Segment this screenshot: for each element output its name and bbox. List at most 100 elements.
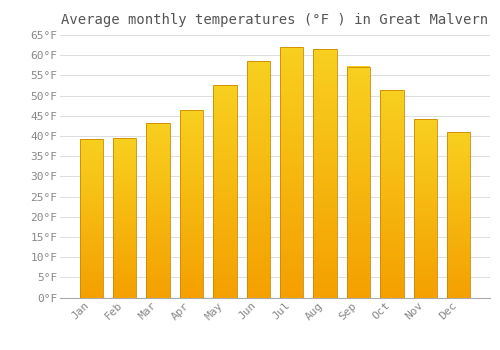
Bar <box>113 218 136 221</box>
Bar <box>246 194 270 198</box>
Bar <box>113 158 136 161</box>
Bar <box>80 149 103 152</box>
Bar <box>380 124 404 128</box>
Bar <box>180 200 203 204</box>
Bar <box>180 271 203 275</box>
Bar <box>280 202 303 207</box>
Bar <box>246 151 270 156</box>
Bar <box>380 190 404 194</box>
Bar <box>80 247 103 250</box>
Bar <box>113 151 136 154</box>
Bar <box>380 115 404 119</box>
Bar <box>113 183 136 186</box>
Bar <box>113 189 136 193</box>
Bar <box>280 247 303 252</box>
Bar <box>146 182 170 186</box>
Bar <box>246 284 270 288</box>
Bar <box>80 190 103 193</box>
Bar <box>447 182 470 185</box>
Bar <box>213 123 236 127</box>
Bar <box>414 144 437 148</box>
Bar <box>314 49 337 298</box>
Bar <box>113 196 136 199</box>
Bar <box>280 87 303 92</box>
Bar <box>246 127 270 132</box>
Bar <box>246 71 270 76</box>
Title: Average monthly temperatures (°F ) in Great Malvern: Average monthly temperatures (°F ) in Gr… <box>62 13 488 27</box>
Bar <box>146 137 170 140</box>
Bar <box>246 222 270 227</box>
Bar <box>280 287 303 293</box>
Bar <box>314 238 337 243</box>
Bar <box>447 221 470 225</box>
Bar <box>380 273 404 277</box>
Bar <box>80 161 103 164</box>
Bar <box>380 202 404 206</box>
Bar <box>380 119 404 124</box>
Bar <box>414 166 437 169</box>
Bar <box>347 154 370 159</box>
Bar <box>213 293 236 298</box>
Bar <box>314 228 337 233</box>
Bar <box>380 182 404 186</box>
Bar <box>246 236 270 241</box>
Bar <box>314 293 337 297</box>
Bar <box>180 286 203 290</box>
Bar <box>146 203 170 207</box>
Bar <box>447 241 470 245</box>
Bar <box>80 203 103 206</box>
Bar <box>180 193 203 196</box>
Bar <box>414 219 437 223</box>
Bar <box>246 241 270 246</box>
Bar <box>347 80 370 85</box>
Bar <box>314 74 337 79</box>
Bar <box>414 119 437 123</box>
Bar <box>113 247 136 250</box>
Bar <box>347 140 370 145</box>
Bar <box>80 139 103 298</box>
Bar <box>447 271 470 274</box>
Bar <box>113 202 136 205</box>
Bar <box>180 223 203 226</box>
Bar <box>314 49 337 54</box>
Bar <box>314 178 337 183</box>
Bar <box>146 144 170 147</box>
Bar <box>146 248 170 252</box>
Bar <box>380 219 404 223</box>
Bar <box>146 193 170 196</box>
Bar <box>246 142 270 146</box>
Bar <box>347 99 370 104</box>
Bar <box>246 108 270 113</box>
Bar <box>80 183 103 187</box>
Bar <box>80 209 103 212</box>
Bar <box>146 154 170 158</box>
Bar <box>113 173 136 176</box>
Bar <box>280 282 303 287</box>
Bar <box>280 207 303 212</box>
Bar <box>246 170 270 175</box>
Bar <box>347 247 370 251</box>
Bar <box>113 148 136 151</box>
Bar <box>380 252 404 256</box>
Bar <box>246 288 270 293</box>
Bar <box>246 113 270 118</box>
Bar <box>113 176 136 180</box>
Bar <box>146 214 170 217</box>
Bar <box>80 244 103 247</box>
Bar <box>113 180 136 183</box>
Bar <box>447 135 470 139</box>
Bar <box>314 134 337 139</box>
Bar <box>447 175 470 178</box>
Bar <box>113 161 136 164</box>
Bar <box>113 291 136 294</box>
Bar <box>146 235 170 238</box>
Bar <box>447 139 470 142</box>
Bar <box>314 198 337 203</box>
Bar <box>246 184 270 189</box>
Bar <box>380 268 404 273</box>
Bar <box>447 218 470 221</box>
Bar <box>113 250 136 253</box>
Bar <box>180 177 203 181</box>
Bar <box>246 104 270 108</box>
Bar <box>414 216 437 219</box>
